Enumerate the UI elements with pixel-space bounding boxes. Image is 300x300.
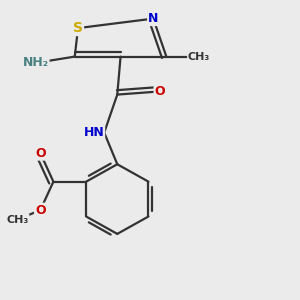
Text: S: S <box>73 21 83 35</box>
Text: HN: HN <box>83 126 104 139</box>
Text: NH₂: NH₂ <box>22 56 49 69</box>
Text: O: O <box>154 85 165 98</box>
Text: CH₃: CH₃ <box>6 215 28 225</box>
Text: O: O <box>35 147 46 160</box>
Text: O: O <box>35 204 46 217</box>
Text: N: N <box>148 12 158 25</box>
Text: CH₃: CH₃ <box>188 52 210 61</box>
